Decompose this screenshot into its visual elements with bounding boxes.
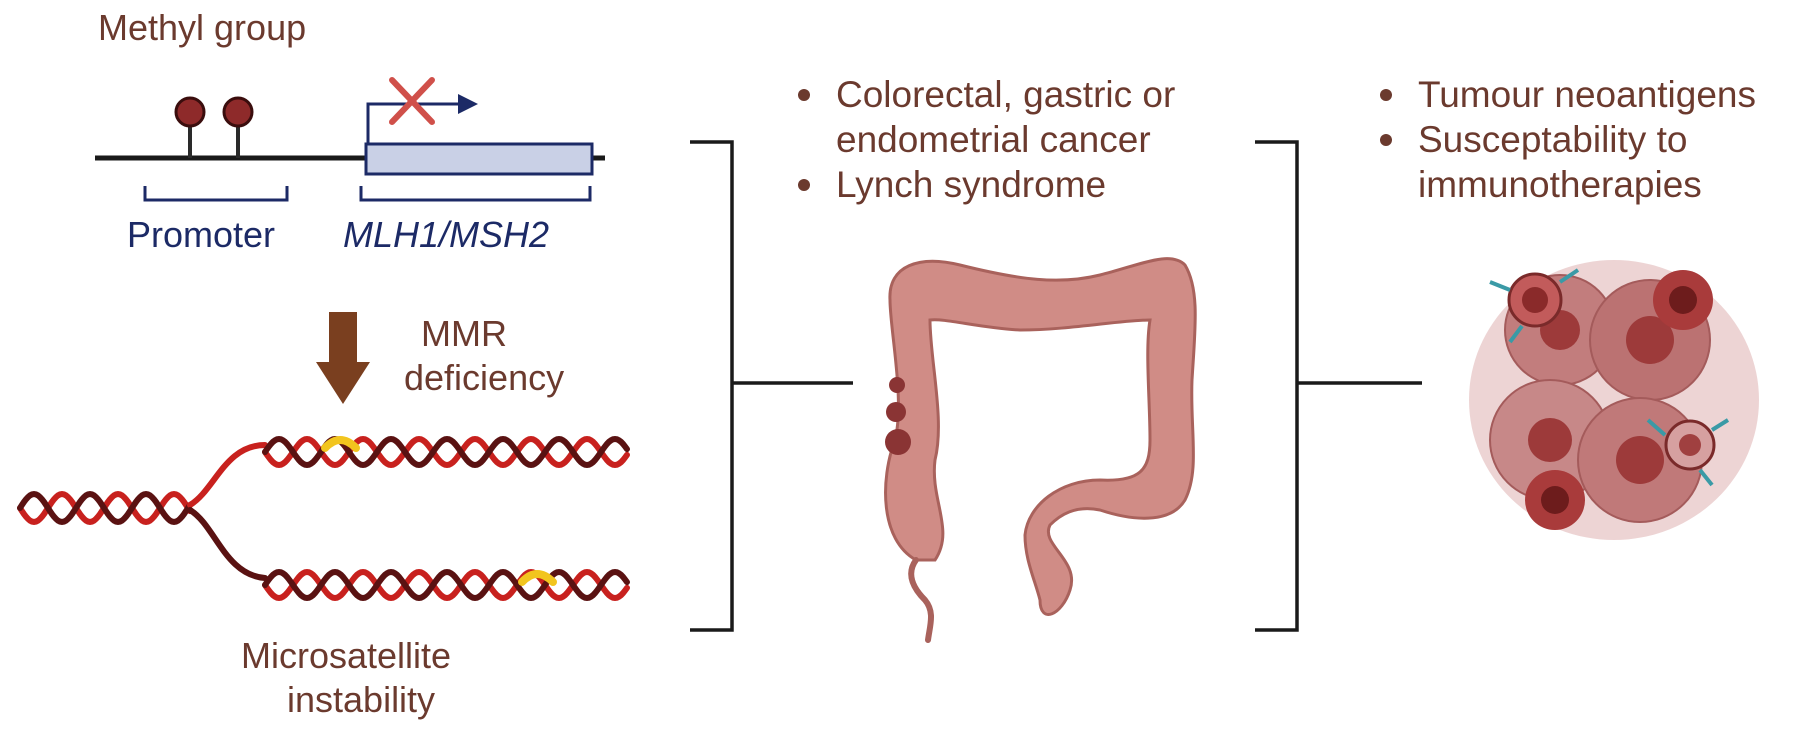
left-bracket-connector bbox=[690, 140, 853, 632]
bullet-dot bbox=[798, 89, 810, 101]
right-bracket-connector bbox=[1255, 140, 1422, 632]
bullet-text: Lynch syndrome bbox=[836, 164, 1107, 205]
gene-box bbox=[364, 142, 594, 176]
colon-illustration bbox=[884, 257, 1197, 643]
bullet-dot bbox=[1380, 89, 1392, 101]
gene-label: MLH1/MSH2 bbox=[343, 214, 550, 255]
bullet-item-neoantigens: Tumour neoantigens bbox=[1372, 72, 1756, 117]
bullet-dot bbox=[1380, 134, 1392, 146]
right-bullet-list: Tumour neoantigens Susceptability to immu… bbox=[1372, 72, 1756, 207]
transcription-start-arrow-icon bbox=[366, 94, 478, 144]
bullet-item-cancers: Colorectal, gastric or endometrial cancer bbox=[790, 72, 1175, 162]
gene-bracket bbox=[359, 186, 592, 202]
bullet-text: immunotherapies bbox=[1418, 164, 1702, 205]
msi-label-line2: instability bbox=[287, 679, 436, 720]
middle-bullet-list: Colorectal, gastric or endometrial cancer… bbox=[790, 72, 1175, 207]
bullet-item-immunotherapy: Susceptability to immunotherapies bbox=[1372, 117, 1756, 207]
promoter-bracket bbox=[143, 186, 289, 202]
methyl-group-icon bbox=[174, 96, 254, 158]
down-arrow-icon bbox=[316, 312, 370, 404]
msi-label-line1: Microsatellite bbox=[241, 635, 452, 676]
mutation-marker-top bbox=[321, 436, 360, 452]
bullet-text: Susceptability to bbox=[1418, 119, 1688, 160]
bullet-text: Colorectal, gastric or bbox=[836, 74, 1176, 115]
tumor-cells-illustration bbox=[1469, 260, 1759, 540]
mmr-label-line2: deficiency bbox=[404, 357, 565, 398]
bullet-text: Tumour neoantigens bbox=[1418, 74, 1757, 115]
cross-icon bbox=[389, 77, 435, 125]
bullet-dot bbox=[798, 179, 810, 191]
mutation-marker-bottom bbox=[518, 570, 557, 586]
bullet-text: endometrial cancer bbox=[836, 119, 1151, 160]
mmr-label-line1: MMR bbox=[421, 313, 507, 354]
methyl-group-label: Methyl group bbox=[98, 7, 307, 48]
bullet-item-lynch: Lynch syndrome bbox=[790, 162, 1175, 207]
promoter-label: Promoter bbox=[127, 214, 276, 255]
